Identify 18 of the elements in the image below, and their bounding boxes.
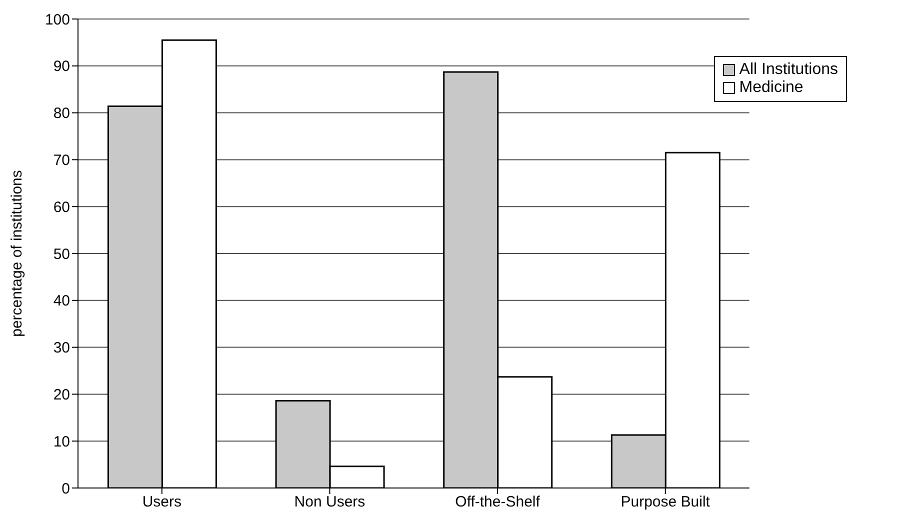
y-tick-label: 100 bbox=[44, 11, 70, 28]
y-tick-label: 60 bbox=[53, 198, 70, 216]
y-tick-label: 30 bbox=[53, 340, 70, 357]
y-axis-title: percentage of institutions bbox=[8, 170, 26, 337]
x-tick-label: Purpose Built bbox=[620, 494, 711, 511]
x-tick-label: Users bbox=[142, 494, 182, 511]
y-tick-label: 80 bbox=[53, 105, 70, 122]
y-tick-label: 40 bbox=[53, 292, 70, 310]
x-tick-label: Non Users bbox=[294, 494, 366, 511]
legend-label: All Institutions bbox=[739, 61, 838, 79]
legend-label: Medicine bbox=[739, 79, 804, 97]
y-tick-label: 0 bbox=[62, 480, 70, 498]
x-tick-label: Off-the-Shelf bbox=[455, 494, 541, 511]
y-tick-label: 90 bbox=[53, 58, 70, 76]
y-tick-label: 50 bbox=[53, 246, 70, 263]
y-tick-label: 10 bbox=[53, 433, 70, 450]
y-tick-label: 70 bbox=[53, 152, 70, 170]
y-tick-label: 20 bbox=[53, 386, 70, 404]
